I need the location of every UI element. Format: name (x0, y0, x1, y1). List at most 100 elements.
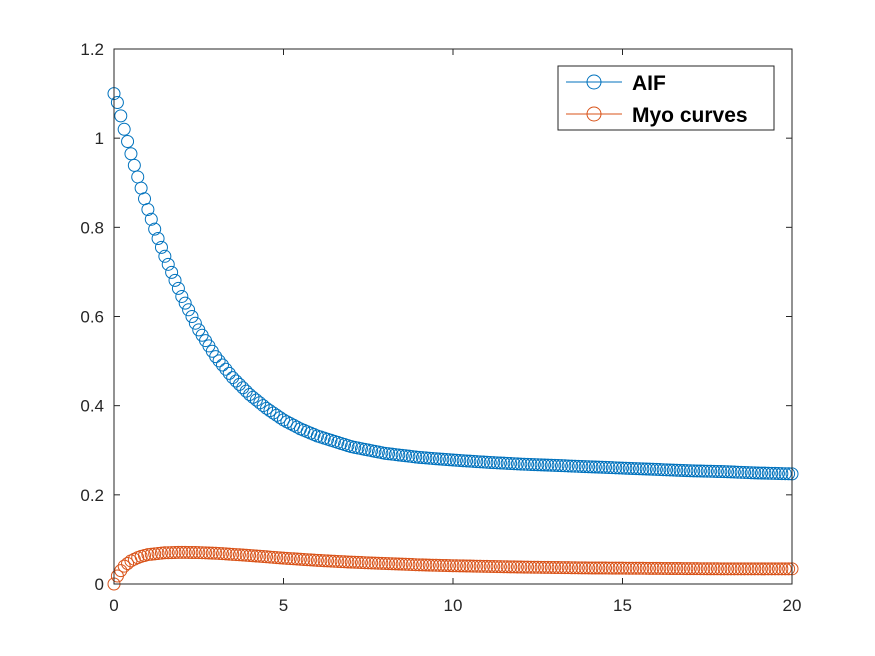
data-point-marker (748, 466, 762, 480)
data-point-marker (548, 458, 562, 472)
data-point-marker (392, 448, 406, 462)
data-point-marker (558, 459, 572, 473)
data-point-marker (768, 466, 782, 480)
data-point-marker (541, 560, 555, 574)
data-point-marker (734, 465, 748, 479)
data-point-marker (538, 560, 552, 574)
data-point-marker (673, 562, 687, 576)
data-point-marker (619, 561, 633, 575)
data-point-marker (588, 460, 602, 474)
data-point-marker (592, 460, 606, 474)
data-point-marker (182, 303, 196, 317)
data-point-marker (293, 552, 307, 566)
data-point-marker (422, 558, 436, 572)
legend-marker (586, 74, 602, 90)
data-point-marker (673, 463, 687, 477)
data-point-marker (504, 560, 518, 574)
data-point-marker (483, 559, 497, 573)
data-point-marker (544, 560, 558, 574)
data-point-marker (446, 453, 460, 467)
data-point-marker (310, 553, 324, 567)
data-point-marker (161, 546, 175, 560)
data-point-marker (653, 463, 667, 477)
data-point-marker (646, 561, 660, 575)
data-point-marker (595, 561, 609, 575)
data-point-marker (704, 562, 718, 576)
data-point-marker (656, 463, 670, 477)
data-point-marker (643, 462, 657, 476)
data-point-marker (154, 546, 168, 560)
data-point-marker (609, 461, 623, 475)
data-point-marker (232, 377, 246, 391)
data-point-marker (717, 465, 731, 479)
data-point-marker (721, 465, 735, 479)
data-point-marker (565, 459, 579, 473)
data-point-marker (388, 448, 402, 462)
data-point-marker (782, 467, 796, 481)
data-point-marker (683, 562, 697, 576)
data-point-marker (348, 555, 362, 569)
data-point-marker (436, 452, 450, 466)
data-point-marker (649, 561, 663, 575)
plot-area (114, 49, 792, 584)
data-point-marker (724, 465, 738, 479)
data-point-marker (154, 240, 168, 254)
data-point-marker (507, 560, 521, 574)
data-point-marker (331, 554, 345, 568)
data-point-marker (287, 418, 301, 432)
data-point-marker (236, 548, 250, 562)
data-point-marker (744, 466, 758, 480)
data-point-marker (626, 461, 640, 475)
data-point-marker (473, 559, 487, 573)
data-point-marker (365, 556, 379, 570)
data-point-marker (724, 562, 738, 576)
data-point-marker (707, 562, 721, 576)
data-point-marker (646, 462, 660, 476)
data-point-marker (161, 257, 175, 271)
data-point-marker (192, 546, 206, 560)
data-point-marker (605, 461, 619, 475)
data-point-marker (738, 562, 752, 576)
data-point-marker (493, 560, 507, 574)
data-point-marker (460, 454, 474, 468)
data-point-marker (466, 559, 480, 573)
data-point-marker (222, 366, 236, 380)
data-point-marker (758, 466, 772, 480)
data-point-marker (304, 553, 318, 567)
data-point-marker (456, 559, 470, 573)
data-point-marker (643, 561, 657, 575)
legend-label: AIF (632, 72, 666, 95)
data-point-marker (660, 463, 674, 477)
data-point-marker (144, 547, 158, 561)
data-point-marker (422, 451, 436, 465)
data-point-marker (514, 560, 528, 574)
data-point-marker (354, 556, 368, 570)
data-point-marker (487, 456, 501, 470)
data-point-marker (693, 562, 707, 576)
data-point-marker (571, 561, 585, 575)
data-point-marker (514, 457, 528, 471)
data-point-marker (426, 451, 440, 465)
data-point-marker (351, 555, 365, 569)
data-point-marker (521, 457, 535, 471)
data-point-marker (415, 451, 429, 465)
data-point-marker (714, 465, 728, 479)
data-point-marker (117, 559, 131, 573)
data-point-marker (666, 463, 680, 477)
data-point-marker (727, 465, 741, 479)
data-point-marker (751, 466, 765, 480)
data-point-marker (470, 455, 484, 469)
data-point-marker (490, 456, 504, 470)
data-point-marker (649, 462, 663, 476)
data-point-marker (782, 562, 796, 576)
data-point-marker (449, 559, 463, 573)
data-point-marker (260, 550, 274, 564)
data-point-marker (622, 461, 636, 475)
data-point-marker (358, 556, 372, 570)
data-point-marker (300, 553, 314, 567)
data-point-marker (636, 561, 650, 575)
data-point-marker (260, 401, 274, 415)
data-point-marker (619, 461, 633, 475)
data-point-marker (700, 562, 714, 576)
data-point-marker (185, 545, 199, 559)
